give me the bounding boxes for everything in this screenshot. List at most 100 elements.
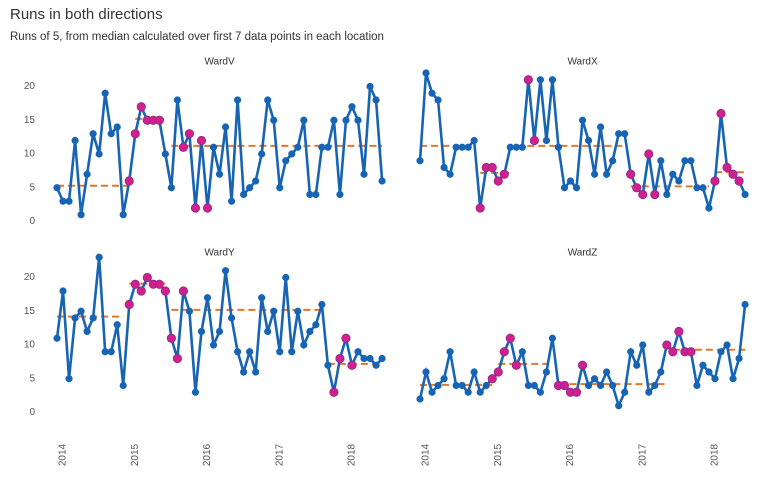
run-point: [347, 360, 357, 370]
data-point: [464, 388, 472, 396]
run-point: [529, 135, 539, 146]
data-point: [203, 294, 212, 302]
x-tick-label: 2017: [274, 443, 285, 466]
data-point: [621, 130, 629, 138]
run-point: [190, 203, 201, 213]
run-point: [505, 333, 515, 343]
data-point: [227, 314, 236, 322]
data-point: [53, 334, 61, 342]
data-point: [71, 136, 79, 145]
data-point: [729, 375, 737, 383]
x-tick-label: 2016: [202, 443, 213, 466]
run-point: [341, 333, 351, 343]
data-point: [258, 294, 266, 302]
data-point: [518, 143, 526, 151]
data-point: [711, 375, 719, 383]
data-point: [288, 348, 296, 356]
data-point: [59, 197, 67, 205]
run-point: [686, 347, 696, 357]
x-tick-label: 2014: [58, 443, 69, 466]
data-point: [252, 368, 260, 376]
x-tick-label: 2016: [565, 443, 576, 466]
data-point: [324, 361, 332, 369]
data-point: [276, 184, 284, 192]
data-point: [167, 184, 175, 192]
run-point: [644, 149, 654, 159]
data-point: [536, 388, 545, 396]
data-point: [615, 130, 623, 138]
data-point: [663, 190, 671, 199]
data-point: [294, 307, 302, 315]
data-point: [458, 143, 466, 151]
data-point: [548, 76, 557, 84]
run-point: [511, 360, 521, 370]
data-point: [227, 197, 236, 205]
data-point: [221, 123, 230, 131]
run-point: [136, 102, 146, 112]
data-point: [83, 170, 91, 178]
data-point: [699, 361, 707, 369]
data-point: [584, 381, 593, 390]
data-point: [101, 348, 109, 356]
data-point: [609, 381, 617, 390]
data-point: [119, 211, 127, 219]
data-point: [77, 307, 85, 315]
data-point: [366, 354, 374, 363]
data-point: [681, 157, 689, 165]
data-point: [89, 314, 97, 322]
data-point: [458, 381, 466, 390]
panel-title: WardX: [567, 57, 598, 68]
data-point: [53, 184, 61, 192]
data-point: [470, 136, 478, 145]
data-point: [603, 368, 611, 376]
data-point: [554, 143, 563, 151]
panel-title: WardZ: [568, 248, 598, 259]
data-point: [215, 327, 224, 336]
data-point: [621, 388, 629, 396]
run-point: [166, 333, 176, 343]
data-point: [312, 190, 320, 199]
data-point: [735, 354, 743, 363]
data-point: [264, 327, 272, 336]
run-point: [136, 286, 146, 296]
data-point: [197, 327, 206, 336]
run-point: [178, 286, 189, 296]
run-point: [142, 272, 152, 283]
data-point: [209, 341, 218, 349]
data-point: [669, 170, 677, 178]
data-point: [518, 348, 526, 356]
data-point: [65, 375, 73, 383]
data-point: [95, 150, 103, 158]
run-point: [577, 360, 588, 370]
run-point: [130, 279, 140, 289]
data-point: [416, 157, 424, 165]
data-point: [578, 116, 587, 124]
run-point: [196, 135, 207, 146]
data-point: [693, 184, 701, 192]
data-point: [572, 184, 581, 192]
data-point: [633, 361, 641, 369]
data-point: [416, 395, 424, 403]
data-point: [119, 381, 127, 390]
data-point: [240, 368, 248, 376]
data-point: [113, 321, 121, 329]
run-point: [638, 189, 648, 200]
run-point: [499, 347, 509, 357]
data-point: [215, 170, 224, 178]
data-point: [705, 368, 713, 376]
data-point: [300, 341, 308, 349]
data-point: [318, 300, 326, 309]
data-point: [687, 157, 695, 165]
data-point: [705, 204, 713, 212]
data-point: [372, 361, 380, 369]
data-point: [89, 130, 97, 138]
run-point: [734, 176, 744, 186]
data-point: [300, 116, 308, 124]
y-tick-label: 0: [29, 407, 35, 418]
data-point: [741, 300, 749, 309]
data-point: [221, 267, 230, 275]
data-point: [252, 177, 260, 185]
data-point: [360, 354, 368, 363]
data-point: [378, 177, 386, 185]
data-point: [675, 177, 683, 185]
